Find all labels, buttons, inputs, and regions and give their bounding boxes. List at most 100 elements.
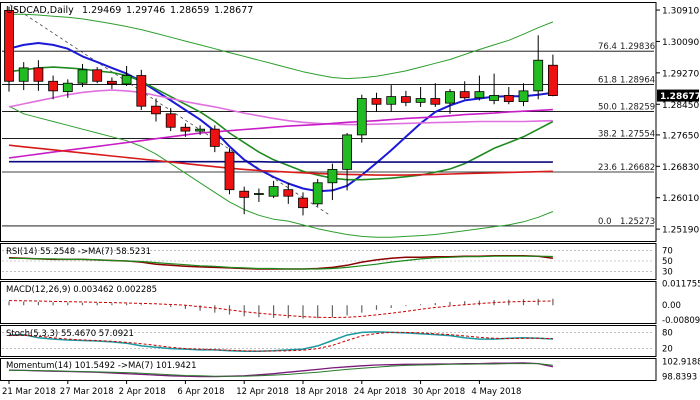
momentum-label: Momentum(14) 101.5492 ->MA(7) 101.9421: [6, 361, 196, 371]
trend-line-dashed: [9, 4, 331, 216]
candle-body: [459, 91, 470, 99]
y-tick-label: 1.30090: [662, 38, 699, 48]
candle-body: [92, 69, 103, 82]
candle-body: [165, 113, 176, 128]
candle-body: [327, 168, 338, 184]
last-price-marker: [657, 89, 699, 102]
momentum-ma-line: [9, 363, 553, 377]
rsi-ma-line: [9, 255, 553, 270]
bollinger-upper-line: [9, 13, 554, 80]
fib-level-value: 1.26682: [620, 163, 655, 173]
candle-body: [48, 80, 58, 92]
stoch-k-line: [8, 331, 553, 353]
candle-body: [489, 95, 500, 101]
candle-body: [77, 69, 88, 84]
candle-body: [253, 193, 264, 195]
candle-body: [298, 197, 308, 209]
fib-level-label: 0.0: [598, 217, 612, 227]
fib-level-value: 1.25273: [620, 217, 655, 227]
stoch-tick-label: 20: [662, 345, 673, 355]
y-tick-label: 1.30910: [662, 7, 699, 17]
y-tick-label: 1.25190: [662, 226, 699, 236]
fib-level-value: 1.29836: [620, 42, 655, 52]
moving-average-line: [8, 89, 553, 126]
candle-body: [474, 91, 485, 99]
candle-body: [18, 67, 29, 82]
panel-frame-main: [0, 2, 657, 242]
axes: 1.30910 1.30090 1.29270 1.28450 1.27650 1.268…: [2, 7, 700, 397]
x-tick-label: 18 Apr 2018: [295, 387, 348, 397]
stoch-label: Stoch(5,3,3) 55.4670 57.0921: [6, 329, 134, 339]
candle-body: [224, 151, 235, 191]
candle-body: [386, 96, 397, 105]
rsi-label: RSI(14) 55.2548 ->MA(7) 58.5231: [6, 247, 151, 257]
candle-body: [415, 98, 426, 103]
candle-body: [533, 59, 544, 92]
candle-body: [151, 105, 161, 115]
candle-body: [283, 189, 294, 197]
x-tick-label: 12 Apr 2018: [236, 387, 289, 397]
fib-level-label: 76.4: [598, 42, 617, 52]
candle-body: [371, 98, 382, 105]
candle-body: [268, 186, 279, 197]
last-price-label: 1.28677: [660, 92, 700, 102]
ohlc-high: 1.29746: [126, 5, 165, 16]
candle-body: [180, 126, 191, 132]
momentum-tick-label: 102.9188: [662, 358, 700, 368]
candle-body: [356, 98, 367, 136]
candle-body: [136, 75, 147, 107]
x-tick-label: 30 Apr 2018: [413, 387, 466, 397]
x-tick-label: 24 Apr 2018: [354, 387, 407, 397]
rsi-tick-label: 30: [662, 268, 673, 278]
fib-level-value: 1.27554: [620, 130, 655, 140]
candle-body: [430, 98, 441, 105]
panel-frame-rsi: [0, 243, 657, 280]
macd-signal-line: [8, 300, 553, 318]
candle-body: [195, 128, 206, 132]
moving-average-line: [8, 42, 554, 193]
candle-body: [62, 82, 73, 93]
candle-body: [518, 90, 529, 102]
rsi-tick-label: 70: [662, 246, 673, 256]
fib-level-value: 1.28964: [620, 76, 655, 86]
ohlc-close: 1.28677: [214, 5, 253, 16]
candle-body: [400, 96, 411, 103]
candle-body: [107, 80, 117, 85]
candle-body: [121, 75, 132, 85]
macd-label: MACD(12,26,9) 0.003462 0.002285: [6, 285, 157, 295]
x-tick-label: 27 Mar 2018: [60, 387, 114, 397]
indicator-panels[interactable]: RSI(14) 55.2548 ->MA(7) 58.5231 MACD(12,2…: [2, 247, 654, 378]
y-tick-label: 1.26010: [662, 194, 699, 204]
chart-title: USDCAD,Daily: [6, 5, 74, 16]
y-tick-label: 1.28450: [662, 101, 699, 111]
x-tick-label: 2 Apr 2018: [119, 387, 166, 397]
candle-body: [312, 182, 323, 205]
candle-body: [503, 95, 514, 102]
macd-tick-label: -0.008095: [662, 316, 700, 326]
moving-average-line: [8, 108, 553, 159]
y-tick-label: 1.27650: [662, 131, 699, 141]
y-tick-label: 1.26830: [662, 163, 699, 173]
moving-average-line: [8, 144, 553, 176]
candle-body: [445, 91, 455, 104]
candle-body: [239, 190, 250, 198]
macd-tick-label: 0.011755: [662, 279, 700, 289]
y-tick-label: 1.29270: [662, 69, 699, 79]
fib-level-value: 1.28259: [620, 103, 655, 113]
candle-body: [4, 10, 14, 82]
x-tick-label: 4 May 2018: [471, 387, 521, 397]
momentum-tick-label: 98.8393: [662, 372, 697, 382]
fib-level-label: 38.2: [598, 130, 617, 140]
bollinger-lower-line: [8, 105, 554, 238]
x-tick-label: 6 Apr 2018: [177, 387, 224, 397]
candle-body: [548, 64, 558, 96]
candle-body: [342, 134, 353, 170]
candle-body: [209, 128, 220, 147]
fib-level-label: 61.8: [598, 76, 617, 86]
candle-body: [33, 67, 44, 82]
rsi-tick-label: 50: [662, 257, 673, 267]
ohlc-low: 1.28659: [170, 5, 209, 16]
